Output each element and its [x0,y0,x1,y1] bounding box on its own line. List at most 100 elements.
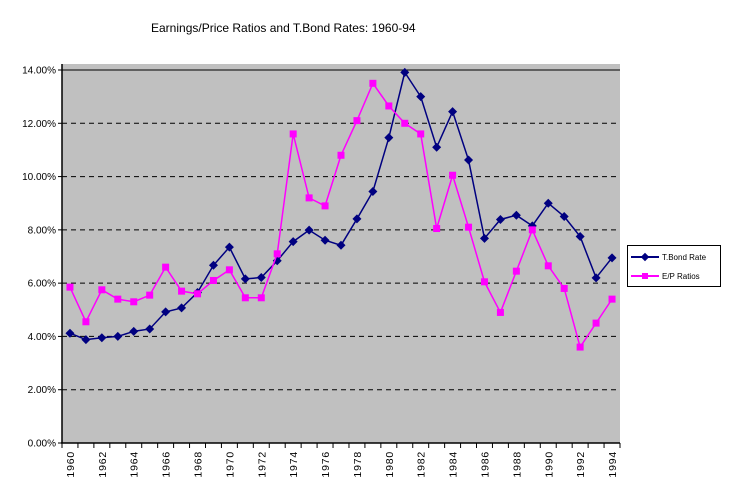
square-marker-icon [98,286,106,294]
square-marker-icon [576,343,584,351]
diamond-marker-icon [448,107,458,117]
x-tick-label: 1964 [129,451,141,478]
diamond-marker-icon [575,232,585,242]
diamond-marker-icon [368,186,378,196]
diamond-marker-icon [161,307,171,317]
diamond-marker-icon [177,303,187,313]
diamond-marker-icon [145,324,155,334]
square-marker-icon [321,202,329,210]
diamond-marker-icon [224,242,234,252]
x-tick-label: 1962 [97,451,109,478]
y-tick-label: 10.00% [22,172,56,183]
gridlines [62,69,620,391]
square-marker-icon [480,278,488,286]
x-tick-label: 1980 [384,451,396,478]
series-e-p-ratios [66,79,616,351]
square-marker-icon [130,298,138,306]
square-marker-icon [66,283,74,291]
x-tick-label: 1970 [224,451,236,478]
square-marker-icon [528,226,536,234]
x-tick-label: 1976 [320,451,332,478]
diamond-marker-icon [65,328,75,338]
diamond-marker-icon [591,273,601,283]
diamond-marker-icon [208,260,218,270]
diamond-marker-icon [384,133,394,143]
square-marker-icon [225,266,233,274]
square-marker-icon [401,119,409,127]
diamond-marker-icon [559,212,569,222]
square-marker-icon [337,151,345,159]
diamond-marker-icon [607,253,617,263]
square-marker-icon [642,273,648,279]
diamond-marker-icon [543,198,553,208]
x-tick-label: 1994 [607,451,619,478]
square-marker-icon [544,262,552,270]
plot-background [62,64,620,443]
y-tick-label: 2.00% [28,385,56,396]
diamond-marker-icon [240,274,250,284]
x-tick-label: 1992 [575,451,587,478]
square-marker-icon [592,319,600,327]
square-marker-icon [257,294,265,302]
x-tick-label: 1982 [416,451,428,478]
diamond-marker-icon [320,235,330,245]
diamond-marker-icon [464,155,474,165]
y-tick-label: 6.00% [28,279,56,290]
x-tick-label: 1972 [256,451,268,478]
y-tick-label: 12.00% [22,119,56,130]
x-tick-label: 1966 [161,451,173,478]
square-marker-icon [273,250,281,258]
square-marker-icon [162,263,170,271]
square-marker-icon [560,284,568,292]
x-tick-label: 1984 [448,451,460,478]
square-marker-icon [194,290,202,298]
x-tick-label: 1960 [65,451,77,478]
x-tick-label: 1988 [511,451,523,478]
square-marker-icon [433,225,441,233]
y-tick-label: 0.00% [28,439,56,450]
x-tick-label: 1990 [543,451,555,478]
diamond-marker-icon [256,273,266,283]
legend-item-ep-ratios: E/P Ratios [631,268,720,284]
diamond-marker-icon [113,331,123,341]
diamond-marker-icon [479,233,489,243]
square-marker-icon [512,267,520,275]
square-marker-icon [305,194,313,202]
y-tick-label: 8.00% [28,225,56,236]
diamond-marker-icon [97,333,107,343]
diamond-marker-icon [129,326,139,336]
x-tick-label: 1974 [288,451,300,478]
square-marker-icon [82,318,90,326]
x-tick-label: 1978 [352,451,364,478]
tbond-legend-label: T.Bond Rate [662,252,707,262]
square-marker-icon [417,130,425,138]
ep-legend-swatch [631,271,659,281]
y-tick-label: 4.00% [28,332,56,343]
square-marker-icon [449,171,457,179]
diamond-marker-icon [288,237,298,247]
square-marker-icon [465,223,473,231]
square-marker-icon [178,287,186,295]
legend-item-tbond-rate: T.Bond Rate [631,249,720,265]
diamond-marker-icon [336,240,346,250]
square-marker-icon [209,276,217,284]
y-tick-label: 14.00% [22,66,56,77]
diamond-marker-icon [400,67,410,77]
diamond-marker-icon [640,252,650,262]
diamond-marker-icon [304,225,314,235]
square-marker-icon [114,295,122,303]
diamond-marker-icon [352,214,362,224]
x-tick-label: 1986 [479,451,491,478]
diamond-marker-icon [432,142,442,152]
square-marker-icon [353,117,361,125]
y-axis: 0.00% 2.00% 4.00% 6.00% 8.00% 10.00% 12.00% 14.… [22,66,62,450]
square-marker-icon [241,294,249,302]
legend: T.Bond Rate E/P Ratios [627,245,721,287]
x-axis: 1960 1962 1964 1966 1968 1970 1972 1974 1976 1978… [61,443,621,478]
series-t-bond-rate [65,67,617,345]
square-marker-icon [385,102,393,110]
square-marker-icon [608,295,616,303]
square-marker-icon [496,308,504,316]
